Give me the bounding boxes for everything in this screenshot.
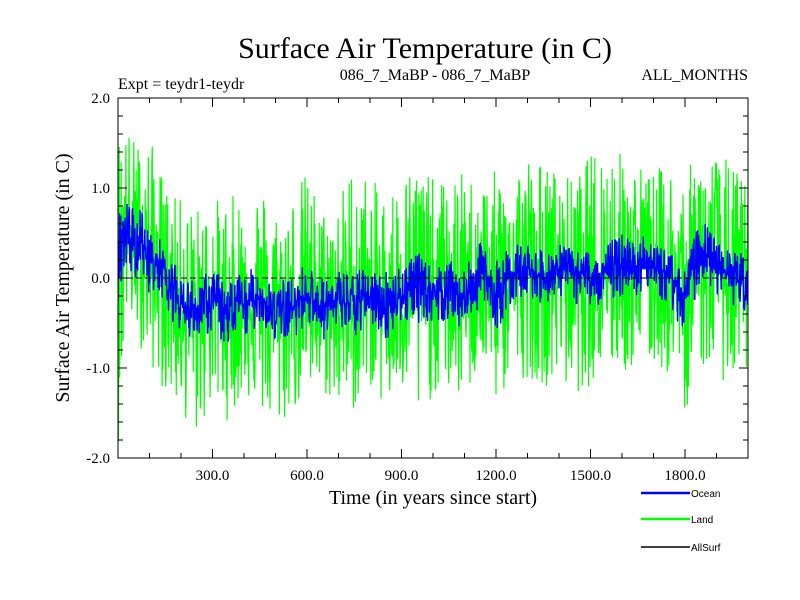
- chart-subtitle-center: 086_7_MaBP - 086_7_MaBP: [340, 67, 531, 84]
- plot-area: [118, 138, 748, 442]
- x-axis: 300.0 600.0 900.0 1200.0 1500.0 1800.0: [149, 98, 717, 484]
- x-tick-label: 900.0: [385, 468, 419, 484]
- x-tick-label: 1500.0: [570, 468, 611, 484]
- y-axis: -2.0 -1.0 0.0 1.0 2.0: [86, 91, 748, 467]
- chart-subtitle-left: Expt = teydr1-teydr: [118, 76, 245, 93]
- legend-label-ocean: Ocean: [691, 489, 720, 500]
- chart-title: Surface Air Temperature (in C): [238, 32, 612, 65]
- y-tick-label: -2.0: [86, 451, 110, 467]
- legend-label-land: Land: [691, 515, 713, 526]
- x-axis-label: Time (in years since start): [329, 487, 537, 509]
- x-tick-label: 1200.0: [475, 468, 516, 484]
- legend-label-allsurf: AllSurf: [691, 543, 721, 554]
- x-tick-label: 600.0: [290, 468, 324, 484]
- y-tick-label: 1.0: [91, 181, 110, 197]
- y-tick-label: 2.0: [91, 91, 110, 107]
- chart-subtitle-right: ALL_MONTHS: [641, 67, 748, 84]
- legend: Ocean Land AllSurf: [641, 489, 721, 554]
- series-layer: [118, 138, 748, 442]
- y-tick-label: -1.0: [86, 361, 110, 377]
- x-tick-label: 1800.0: [664, 468, 705, 484]
- y-tick-label: 0.0: [91, 271, 110, 287]
- x-tick-label: 300.0: [196, 468, 230, 484]
- y-axis-label: Surface Air Temperature (in C): [52, 153, 74, 402]
- series-line-ocean: [118, 204, 748, 342]
